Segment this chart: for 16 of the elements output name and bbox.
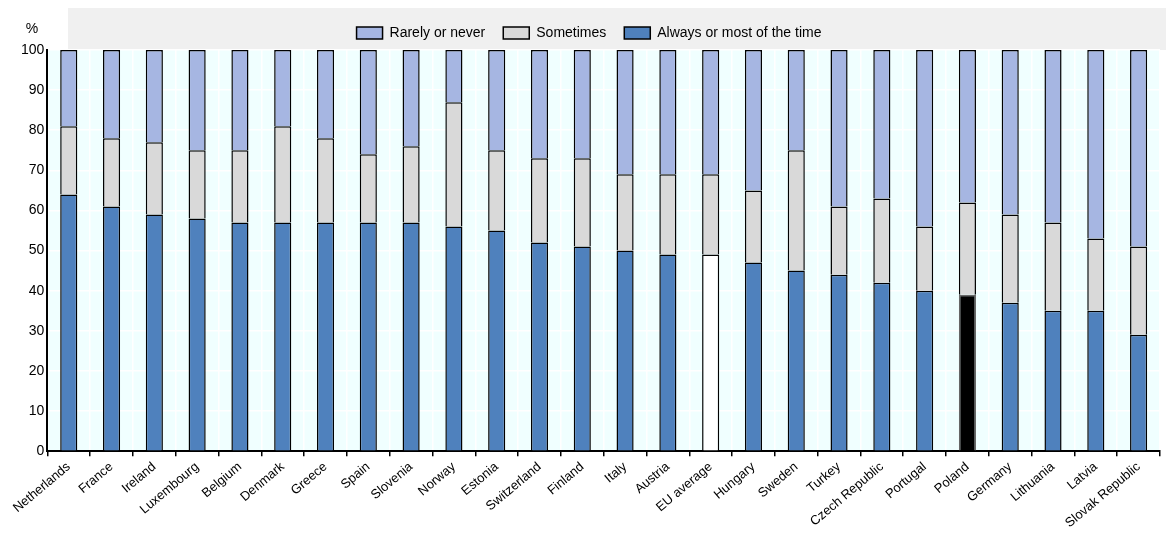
y-tick-label: 100 bbox=[21, 40, 45, 57]
legend-label: Sometimes bbox=[536, 23, 607, 40]
y-tick-label: 40 bbox=[28, 281, 45, 298]
y-tick-label: 90 bbox=[28, 80, 45, 97]
legend-label: Always or most of the time bbox=[657, 23, 822, 40]
y-tick-label: 30 bbox=[28, 321, 45, 338]
legend-label: Rarely or never bbox=[389, 23, 486, 40]
y-tick-label: 10 bbox=[28, 401, 45, 418]
y-tick-label: 80 bbox=[28, 121, 45, 138]
x-tick-label: Italy bbox=[601, 458, 630, 486]
y-axis-title: % bbox=[25, 19, 39, 36]
y-tick-label: 50 bbox=[28, 241, 45, 258]
y-tick-label: 20 bbox=[28, 361, 45, 378]
y-tick-label: 60 bbox=[28, 201, 45, 218]
y-tick-label: 70 bbox=[28, 161, 45, 178]
y-tick-label: 0 bbox=[36, 441, 45, 458]
